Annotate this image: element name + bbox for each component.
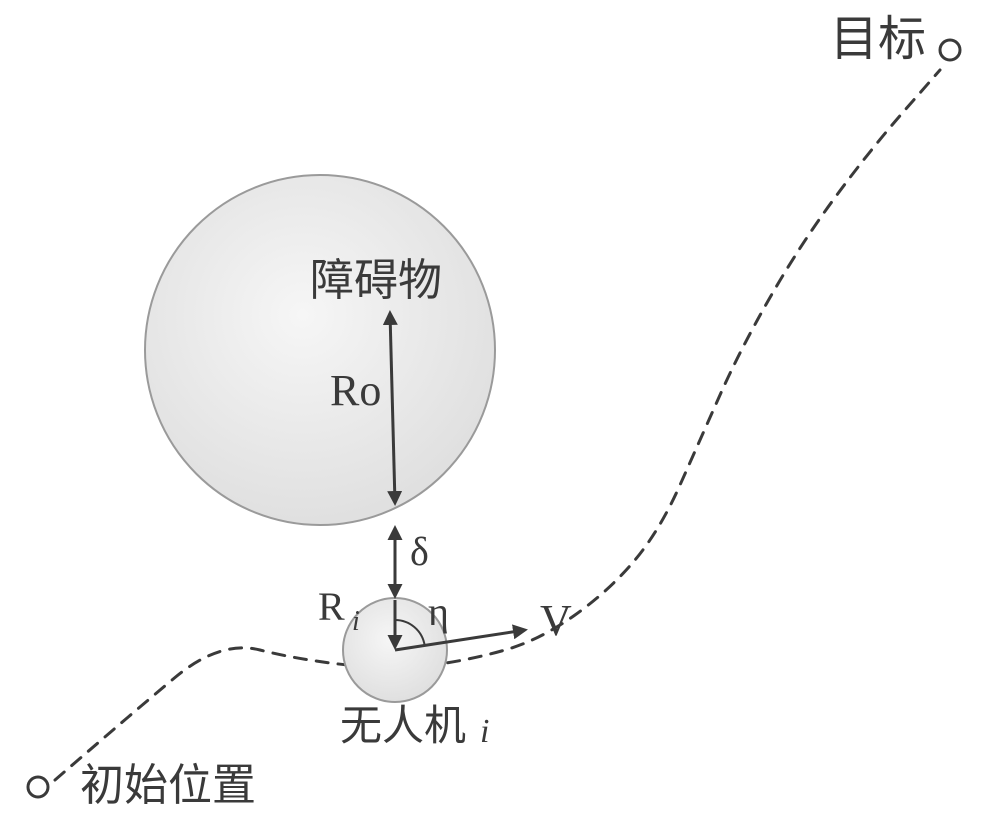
target-marker-icon <box>940 40 960 60</box>
obstacle-label: 障碍物 <box>310 256 442 305</box>
start-marker-icon <box>28 777 48 797</box>
start-position-label: 初始位置 <box>80 761 256 810</box>
uav-label: 无人机 <box>340 704 466 750</box>
uav-subscript-label: i <box>480 713 489 750</box>
delta-label: δ <box>410 529 429 574</box>
diagram-canvas: 障碍物 Ro δ R i η V 无人机 i 初始位置 目标 <box>0 0 985 827</box>
obstacle-circle <box>145 175 495 525</box>
velocity-label: V <box>540 596 572 645</box>
target-label: 目标 <box>830 13 926 66</box>
ri-subscript-label: i <box>352 606 360 637</box>
ri-label: R <box>318 584 345 629</box>
ro-label: Ro <box>330 366 381 415</box>
eta-label: η <box>428 589 449 634</box>
